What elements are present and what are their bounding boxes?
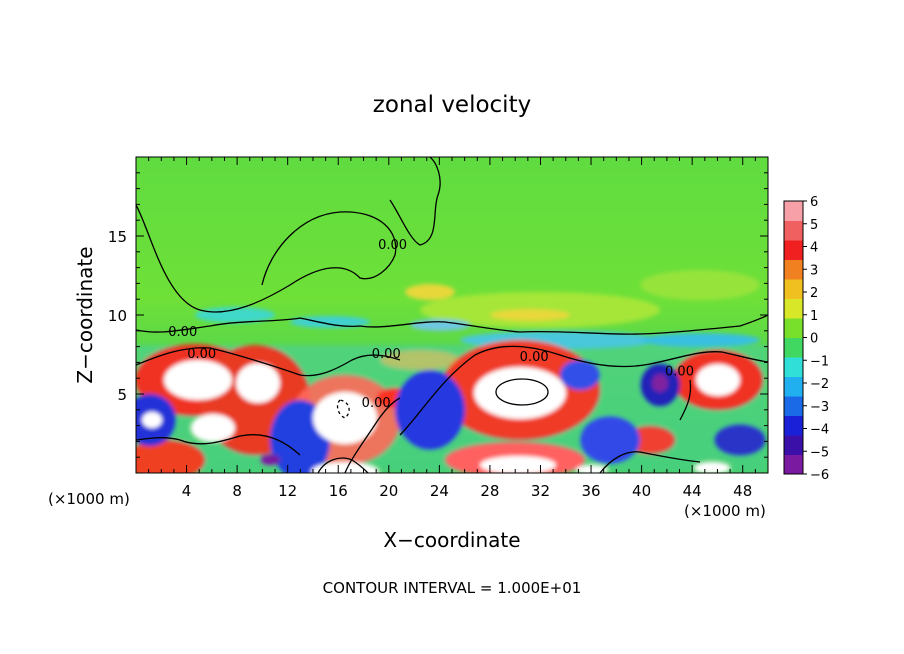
x-tick-label: 16	[329, 482, 348, 500]
colorbar-tick-label: −5	[810, 445, 829, 460]
x-tick-label: 44	[683, 482, 702, 500]
x-unit-left: (×1000 m)	[48, 490, 130, 508]
plot-area: 0.00 0.00 0.00 0.00 0.00 0.00 0.00	[135, 156, 769, 474]
x-tick-label: 8	[232, 482, 242, 500]
velocity-field	[136, 270, 768, 473]
colorbar-swatch	[784, 435, 803, 455]
chart-title: zonal velocity	[373, 92, 531, 118]
colorbar-swatch	[784, 259, 803, 280]
colorbar-swatch	[784, 279, 803, 299]
colorbar-swatch	[784, 298, 803, 319]
x-tick-label: 4	[182, 482, 192, 500]
colorbar-tick-label: 3	[810, 263, 818, 278]
zero-contours	[136, 157, 768, 473]
y-tick-label: 15	[108, 228, 127, 246]
x-tick-label: 36	[581, 482, 600, 500]
colorbar-swatch	[784, 240, 803, 260]
x-tick-label: 20	[379, 482, 398, 500]
colorbar-tick-label: 6	[810, 195, 818, 210]
x-tick-label: 24	[430, 482, 449, 500]
contour-label: 0.00	[378, 238, 407, 253]
colorbar-tick-label: 0	[810, 332, 818, 347]
colorbar-tick-label: −2	[810, 377, 829, 392]
y-axis-title: Z−coordinate	[73, 246, 97, 383]
colorbar-tick-label: −1	[810, 354, 829, 369]
colorbar-swatch	[784, 396, 803, 416]
colorbar-swatch	[784, 318, 803, 338]
colorbar-tick-label: −4	[810, 423, 829, 438]
x-tick-label: 48	[733, 482, 752, 500]
contour-labels: 0.00 0.00 0.00 0.00 0.00 0.00 0.00	[168, 238, 694, 411]
x-axis: 4 8 12 16 20 24 28 32 36 40 44 48	[148, 157, 756, 500]
x-tick-label: 12	[278, 482, 297, 500]
colorbar-swatch	[784, 201, 803, 221]
x-tick-label: 32	[531, 482, 550, 500]
y-tick-label: 5	[117, 386, 127, 404]
x-axis-title: X−coordinate	[383, 528, 520, 552]
colorbar-tick-label: −3	[810, 400, 829, 415]
colorbar-swatch	[784, 220, 803, 241]
contour-interval-note: CONTOUR INTERVAL = 1.000E+01	[323, 579, 582, 597]
y-tick-label: 10	[108, 307, 127, 325]
colorbar-swatch	[784, 376, 803, 397]
colorbar-swatch	[784, 357, 803, 377]
colorbar-tick-label: 2	[810, 286, 818, 301]
colorbar-swatch	[784, 415, 803, 436]
contour-label: 0.00	[665, 364, 694, 379]
x-tick-label: 40	[632, 482, 651, 500]
x-tick-label: 28	[480, 482, 499, 500]
x-unit-right: (×1000 m)	[684, 502, 766, 520]
colorbar-tick-label: 1	[810, 309, 818, 324]
contour-label: 0.00	[520, 350, 549, 365]
contour-label: 0.00	[187, 347, 216, 362]
colorbar-swatch	[784, 454, 803, 475]
contour-label: 0.00	[372, 347, 401, 362]
colorbar-tick-label: 5	[810, 218, 818, 233]
colorbar-tick-label: 4	[810, 241, 818, 256]
y-axis: 5 10 15	[108, 172, 768, 458]
colorbar-swatch	[784, 337, 803, 358]
contour-label: 0.00	[362, 396, 391, 411]
colorbar-tick-label: −6	[810, 468, 829, 483]
colorbar: 6 5 4 3 2 1 0 −1 −2 −3 −4 −5 −6	[783, 195, 829, 483]
contour-label: 0.00	[168, 325, 197, 340]
